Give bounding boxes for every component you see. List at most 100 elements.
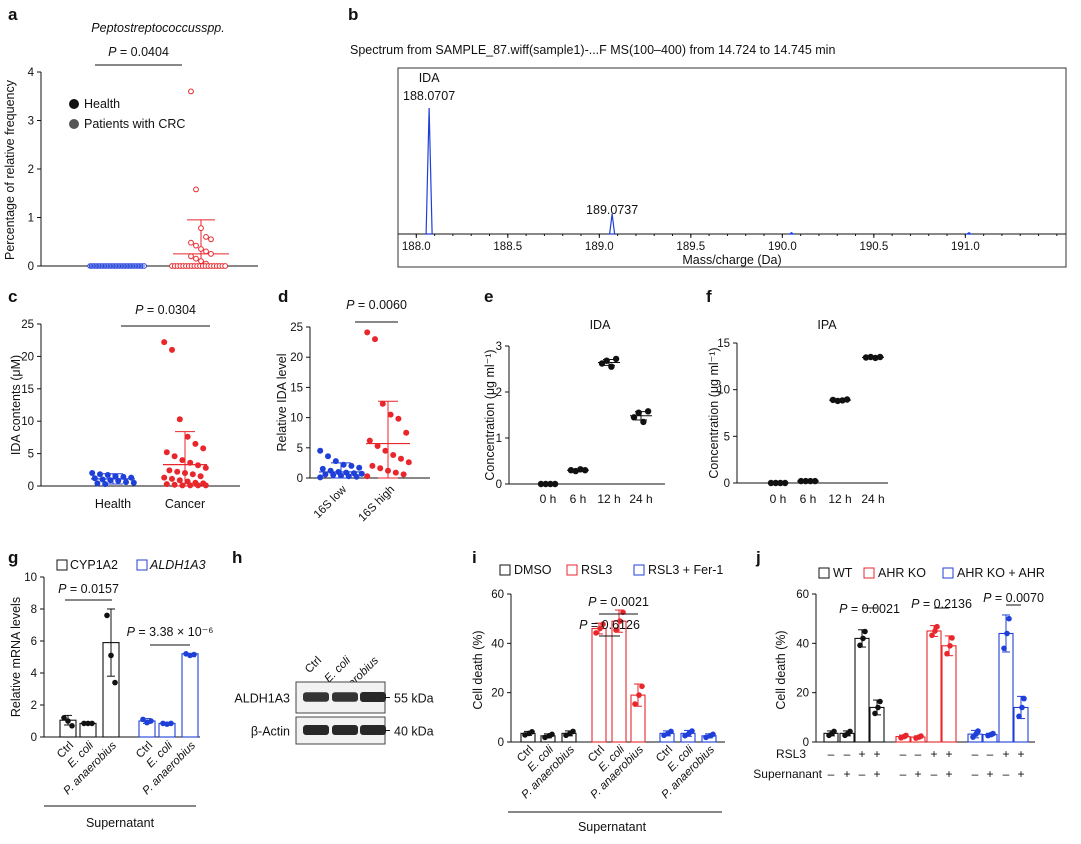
panel-j-pvalue-3-label: P = 0.0070 [983, 591, 1044, 605]
panel-c-group-0-point [102, 481, 109, 488]
panel-c-y-tick-label: 5 [28, 449, 34, 461]
panel-g-pvalue-1-label: P = 0.0157 [58, 582, 119, 596]
panel-j-rsl3-sign: + [858, 747, 865, 761]
panel-c-group-1-point [176, 416, 183, 423]
panel-j-legend-label: AHR KO [878, 566, 926, 580]
panel-g-y-tick-label: 8 [31, 604, 37, 616]
panel-i-y-tick-label: 40 [491, 638, 504, 650]
panel-d-group-1-point [382, 447, 389, 454]
panel-j-point [1021, 695, 1027, 702]
panel-b-x-tick-label: 189.0 [585, 241, 614, 253]
panel-d-group-0-point [330, 472, 337, 478]
panel-j-supernatant-sign: + [873, 767, 880, 781]
panel-e-y-tick-label: 2 [496, 387, 502, 399]
panel-i-point [632, 701, 638, 707]
panel-label-f: f [706, 287, 712, 306]
panel-e-point [581, 467, 589, 474]
panel-g-legend-aldh: ALDH1A3 [149, 558, 206, 572]
panel-a-crc-point [222, 263, 229, 269]
panel-d-group-1-point [377, 465, 384, 472]
panel-i-bar [611, 620, 627, 743]
panel-a-legend-marker-crc [69, 119, 79, 129]
panel-g-point [148, 718, 154, 724]
panel-c-y-tick-label: 15 [21, 384, 34, 396]
panel-g-axis: 0 2 4 6 8 10 [24, 572, 45, 744]
panel-b-annotation-ida: IDA [419, 71, 441, 85]
panel-d-group-1-point [395, 415, 402, 422]
panel-j-rsl3-sign: – [972, 747, 979, 761]
panel-i-point [639, 683, 645, 690]
panel-c-group-1-point [187, 482, 194, 489]
panel-label-d: d [278, 287, 288, 306]
panel-j-legend-label: AHR KO + AHR [957, 566, 1045, 580]
panel-e-point [630, 414, 638, 421]
panel-d-y-tick-label: 10 [290, 413, 303, 425]
panel-c-group-0-point [130, 479, 137, 486]
panel-i-pvalue-2-label: P = 0.6126 [579, 618, 640, 632]
panel-c-y-tick-label: 0 [28, 481, 34, 493]
panel-g-legend-box-aldh [136, 559, 148, 571]
panel-c-group-0-point [104, 472, 111, 478]
panel-j-rsl3-sign: – [900, 747, 907, 761]
panel-d-group-0-point [348, 462, 355, 469]
panel-i-point [689, 728, 695, 734]
panel-a-crc-point [193, 242, 199, 249]
panel-g-point [108, 652, 114, 659]
panel-b-frame [397, 67, 1067, 268]
panel-j-legend-box [942, 567, 954, 579]
panel-i-point [549, 731, 555, 738]
panel-j-supernatant-sign: – [859, 767, 866, 781]
panel-label-i: i [472, 548, 477, 567]
panel-g-point [168, 720, 174, 727]
panel-c-group-0-point [89, 470, 96, 476]
panel-b-peak [787, 232, 796, 235]
panel-g-errorbar [107, 608, 115, 677]
panel-a-crc-point [193, 186, 199, 193]
panel-b-annotation-188: 188.0707 [403, 89, 455, 103]
panel-j-point [1004, 630, 1010, 637]
panel-c-group-1-point [171, 481, 178, 488]
panel-f-x-tick-label: 24 h [861, 492, 884, 506]
panel-f-x-tick-label: 6 h [800, 492, 817, 506]
panel-d-group-0-point [317, 474, 324, 481]
panel-label-g: g [8, 548, 18, 567]
panel-j-point [877, 698, 883, 705]
panel-a-y-tick-label: 4 [28, 67, 35, 79]
panel-c-group-1-point [202, 464, 209, 471]
panel-j-point [947, 643, 953, 649]
panel-e-point [640, 418, 647, 426]
panel-a-y-tick-label: 3 [28, 116, 34, 128]
panel-j-point [857, 642, 863, 649]
panel-b-annotation-189: 189.0737 [586, 203, 638, 217]
panel-g-y-tick-label: 10 [24, 572, 37, 584]
panel-a-crc-point [203, 234, 209, 240]
panel-label-j: j [755, 548, 761, 567]
panel-c-group-1-point [161, 474, 168, 481]
panel-f-point [781, 479, 789, 487]
panel-d-group-1-point [390, 452, 397, 458]
panel-j-legend-box [863, 567, 875, 579]
panel-c-group-0-point [128, 474, 135, 481]
panel-j-point [934, 623, 940, 630]
panel-a-crc-point [208, 251, 214, 257]
panel-i-point [617, 618, 623, 624]
panel-i-point [636, 692, 642, 698]
panel-d-y-tick-label: 25 [290, 322, 303, 334]
panel-e-x-tick-label: 24 h [629, 492, 652, 506]
panel-j-rsl3-sign: + [1002, 747, 1009, 761]
panel-j-rsl3-sign: – [828, 747, 835, 761]
panel-j-rsl3-sign: + [930, 747, 937, 761]
panel-d-y-tick-label: 15 [290, 382, 303, 394]
panel-b-x-tick-label: 190.5 [859, 241, 888, 253]
panel-j-bar [854, 637, 870, 743]
panel-b-peak [964, 232, 974, 235]
panel-g-y-tick-label: 4 [31, 668, 38, 680]
panel-g-point [85, 720, 91, 727]
panel-h-band [303, 725, 329, 735]
panel-j-y-tick-label: 40 [796, 638, 809, 650]
panel-c-group-1-point [176, 477, 183, 484]
panel-c-group-0-point [120, 473, 127, 480]
panel-b-x-label: Mass/charge (Da) [682, 253, 781, 267]
panel-e-point [603, 357, 610, 364]
panel-j-supernatant-sign: – [828, 767, 835, 781]
